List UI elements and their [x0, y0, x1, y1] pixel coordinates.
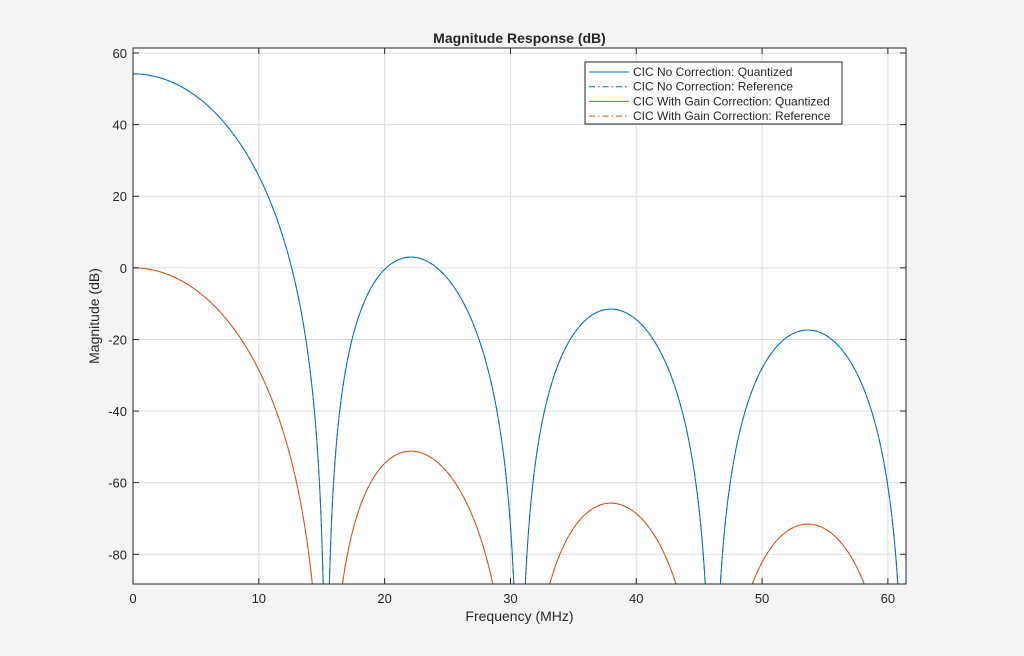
legend-entry-3: CIC With Gain Correction: Reference	[633, 109, 831, 123]
chart-title: Magnitude Response (dB)	[433, 30, 606, 46]
y-tick-label: -60	[108, 476, 127, 491]
y-tick-label: 60	[113, 46, 127, 61]
y-tick-label: 0	[120, 261, 127, 276]
y-axis-label: Magnitude (dB)	[86, 268, 102, 364]
y-tick-label: -20	[108, 332, 127, 347]
x-axis-label: Frequency (MHz)	[465, 608, 573, 624]
x-tick-label: 40	[629, 591, 643, 606]
x-tick-label: 0	[129, 591, 136, 606]
legend-entry-2: CIC With Gain Correction: Quantized	[633, 94, 830, 108]
y-tick-label: 40	[113, 118, 127, 133]
series-lines	[133, 73, 899, 584]
x-tick-label: 10	[252, 591, 266, 606]
series-line-1	[133, 73, 899, 584]
axis-ticks: 0 10 20 30 40 50 60 -80 -60 -40 -20 0 20 40 60	[108, 46, 906, 606]
legend-entry-1: CIC No Correction: Reference	[633, 80, 793, 94]
x-tick-label: 20	[377, 591, 391, 606]
x-tick-label: 30	[503, 591, 517, 606]
axes-box	[132, 47, 907, 585]
series-line-3	[133, 267, 865, 584]
y-tick-label: 20	[113, 189, 127, 204]
y-tick-label: -40	[108, 404, 127, 419]
grid	[132, 48, 906, 584]
x-tick-label: 60	[881, 591, 895, 606]
y-tick-label: -80	[108, 547, 127, 562]
x-tick-label: 50	[755, 591, 769, 606]
legend-entry-0: CIC No Correction: Quantized	[633, 65, 792, 79]
plot-area	[133, 48, 906, 584]
